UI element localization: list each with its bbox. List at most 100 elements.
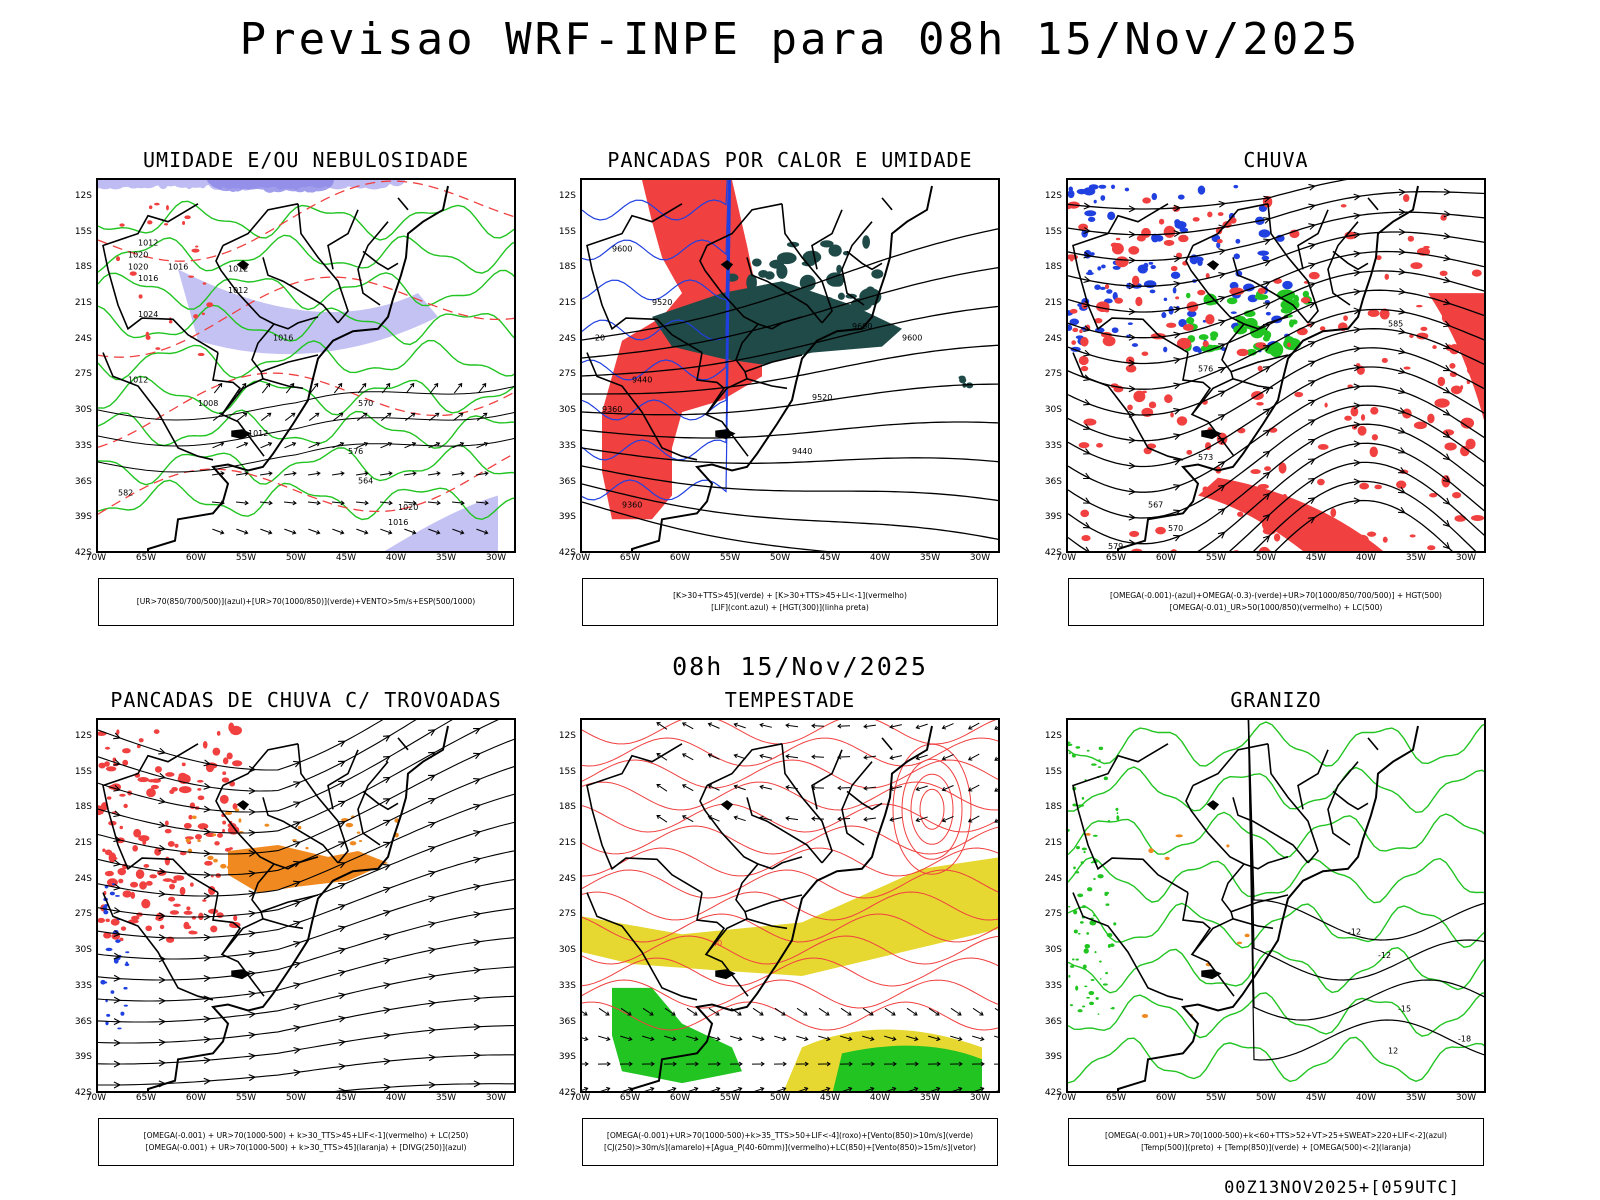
- longitude-tick-label: 70W: [1055, 553, 1077, 563]
- omega-red-area-patch: [1319, 326, 1326, 331]
- lake-shape: [231, 429, 252, 440]
- red-thunder-area-patch: [104, 761, 110, 767]
- flow-arrow: [1128, 487, 1137, 495]
- flow-arrow: [1353, 250, 1362, 258]
- wind-vector: [889, 755, 902, 760]
- streamline-line: [98, 966, 514, 1023]
- flow-arrow: [1082, 546, 1091, 551]
- wind-vector: [308, 528, 321, 535]
- flow-arrow: [113, 974, 122, 982]
- teal-instability-area-patch: [746, 273, 757, 292]
- flow-arrow: [158, 797, 167, 805]
- red-thunder-area-patch: [183, 910, 193, 915]
- wind-vector: [681, 815, 694, 823]
- flow-arrow: [113, 859, 122, 867]
- orange-storm-area-patch: [234, 808, 240, 812]
- panel-title: PANCADAS POR CALOR E UMIDADE: [607, 148, 973, 172]
- longitude-tick-label: 55W: [719, 553, 741, 563]
- omega-red-area-patch: [1317, 478, 1325, 486]
- omega-red-area-patch: [1080, 509, 1090, 518]
- border-line: [297, 743, 349, 864]
- wind-vector: [840, 1035, 853, 1042]
- orange-storm-area-patch: [305, 846, 309, 850]
- omega-blue-area-patch: [1093, 199, 1097, 204]
- omega-red-area-patch: [1102, 335, 1116, 347]
- map-canvas: 9600 9520 9600 9440 9360 9520 9600 9440 9360 -20: [582, 180, 998, 551]
- height-500hpa-contour-line: [1068, 191, 1484, 236]
- flow-arrow: [1173, 230, 1182, 238]
- border-line: [811, 209, 843, 270]
- red-label-marks-patch: [184, 215, 191, 220]
- border-line: [744, 894, 803, 913]
- red-thunder-area-patch: [179, 886, 186, 896]
- omega-red-area-patch: [1454, 515, 1467, 522]
- omega-blue-area-patch: [1192, 345, 1201, 352]
- wind-vector: [212, 528, 225, 535]
- flow-arrow: [338, 969, 347, 977]
- omega-red-area-patch: [1071, 340, 1077, 345]
- border-line: [327, 209, 359, 270]
- latitude-axis: 12S 15S 18S 21S 24S 27S 30S 33S 36S 39S 42S: [1026, 718, 1066, 1098]
- humidity-band-shape: [384, 495, 498, 551]
- border-line: [746, 918, 788, 930]
- red-thunder-area-patch: [119, 793, 126, 797]
- border-line: [881, 197, 893, 211]
- contour-label: 582: [118, 488, 133, 497]
- orange-storm-area-patch: [191, 815, 197, 820]
- wind-vector: [451, 471, 465, 476]
- wind-vector: [774, 1086, 787, 1091]
- red-thunder-area: [98, 722, 243, 943]
- contour-label: -18: [1458, 1034, 1471, 1043]
- wind-vector: [906, 1086, 919, 1091]
- contour-label: 1024: [138, 310, 158, 319]
- panel-title: GRANIZO: [1230, 688, 1322, 712]
- omega-blue-area-patch: [1127, 322, 1133, 325]
- flow-arrow: [1308, 183, 1317, 191]
- wind-vector: [681, 753, 694, 761]
- omega-red-area-patch: [1427, 545, 1436, 551]
- wind-vector: [213, 382, 223, 394]
- rain-band: [1198, 293, 1484, 551]
- precipitable-water-contour-line: [582, 803, 998, 833]
- flow-arrow: [1398, 287, 1407, 295]
- flow-arrow: [203, 892, 212, 900]
- map-frame: -12 -15 -18 12 -12: [1066, 718, 1486, 1093]
- omega-red-area-patch: [1072, 327, 1079, 333]
- latitude-tick-label: 24S: [558, 873, 576, 884]
- omega-blue-area-patch: [1149, 289, 1156, 294]
- teal-instability-area-patch: [837, 292, 845, 300]
- latitude-tick-label: 21S: [74, 298, 92, 308]
- wind-vector: [331, 471, 345, 476]
- lifted-index-contour-line: [582, 180, 731, 421]
- green-edge-detail-patch: [1075, 845, 1080, 850]
- orange-storm-area-patch: [292, 839, 297, 842]
- border-line: [327, 749, 359, 810]
- teal-instability-area: [652, 281, 902, 365]
- red-label-marks-patch: [119, 223, 125, 227]
- border-line: [586, 892, 698, 1001]
- longitude-tick-label: 40W: [385, 553, 407, 563]
- wind-vector: [283, 500, 297, 506]
- green-edge-detail-patch: [1073, 909, 1078, 915]
- latitude-tick-label: 18S: [74, 802, 92, 813]
- wind-vector: [236, 441, 249, 449]
- wind-vector: [839, 1061, 853, 1067]
- contour-label: -12: [1348, 927, 1361, 936]
- contour-label: 9440: [632, 375, 652, 384]
- flow-arrow: [1173, 204, 1182, 212]
- legend-line: [OMEGA(-0.001) + UR>70(1000-500) + k>30_…: [143, 1131, 469, 1140]
- longitude-tick-label: 70W: [569, 553, 591, 563]
- omega-blue-area-patch: [1261, 255, 1270, 261]
- longitude-tick-label: 65W: [619, 553, 641, 563]
- flow-arrow: [203, 759, 212, 767]
- wind-vector: [941, 754, 954, 761]
- omega-red-area-patch: [1357, 425, 1367, 436]
- omega-green-area-patch: [1185, 292, 1191, 299]
- flow-arrow: [1353, 402, 1362, 410]
- wind-vector: [708, 1086, 721, 1091]
- omega-blue-area-patch: [1076, 188, 1087, 195]
- red-thunder-area-patch: [133, 828, 142, 838]
- humidity-mid-level-area-patch: [215, 180, 233, 187]
- omega-red-area-patch: [1136, 235, 1146, 242]
- flow-arrow: [338, 1039, 347, 1047]
